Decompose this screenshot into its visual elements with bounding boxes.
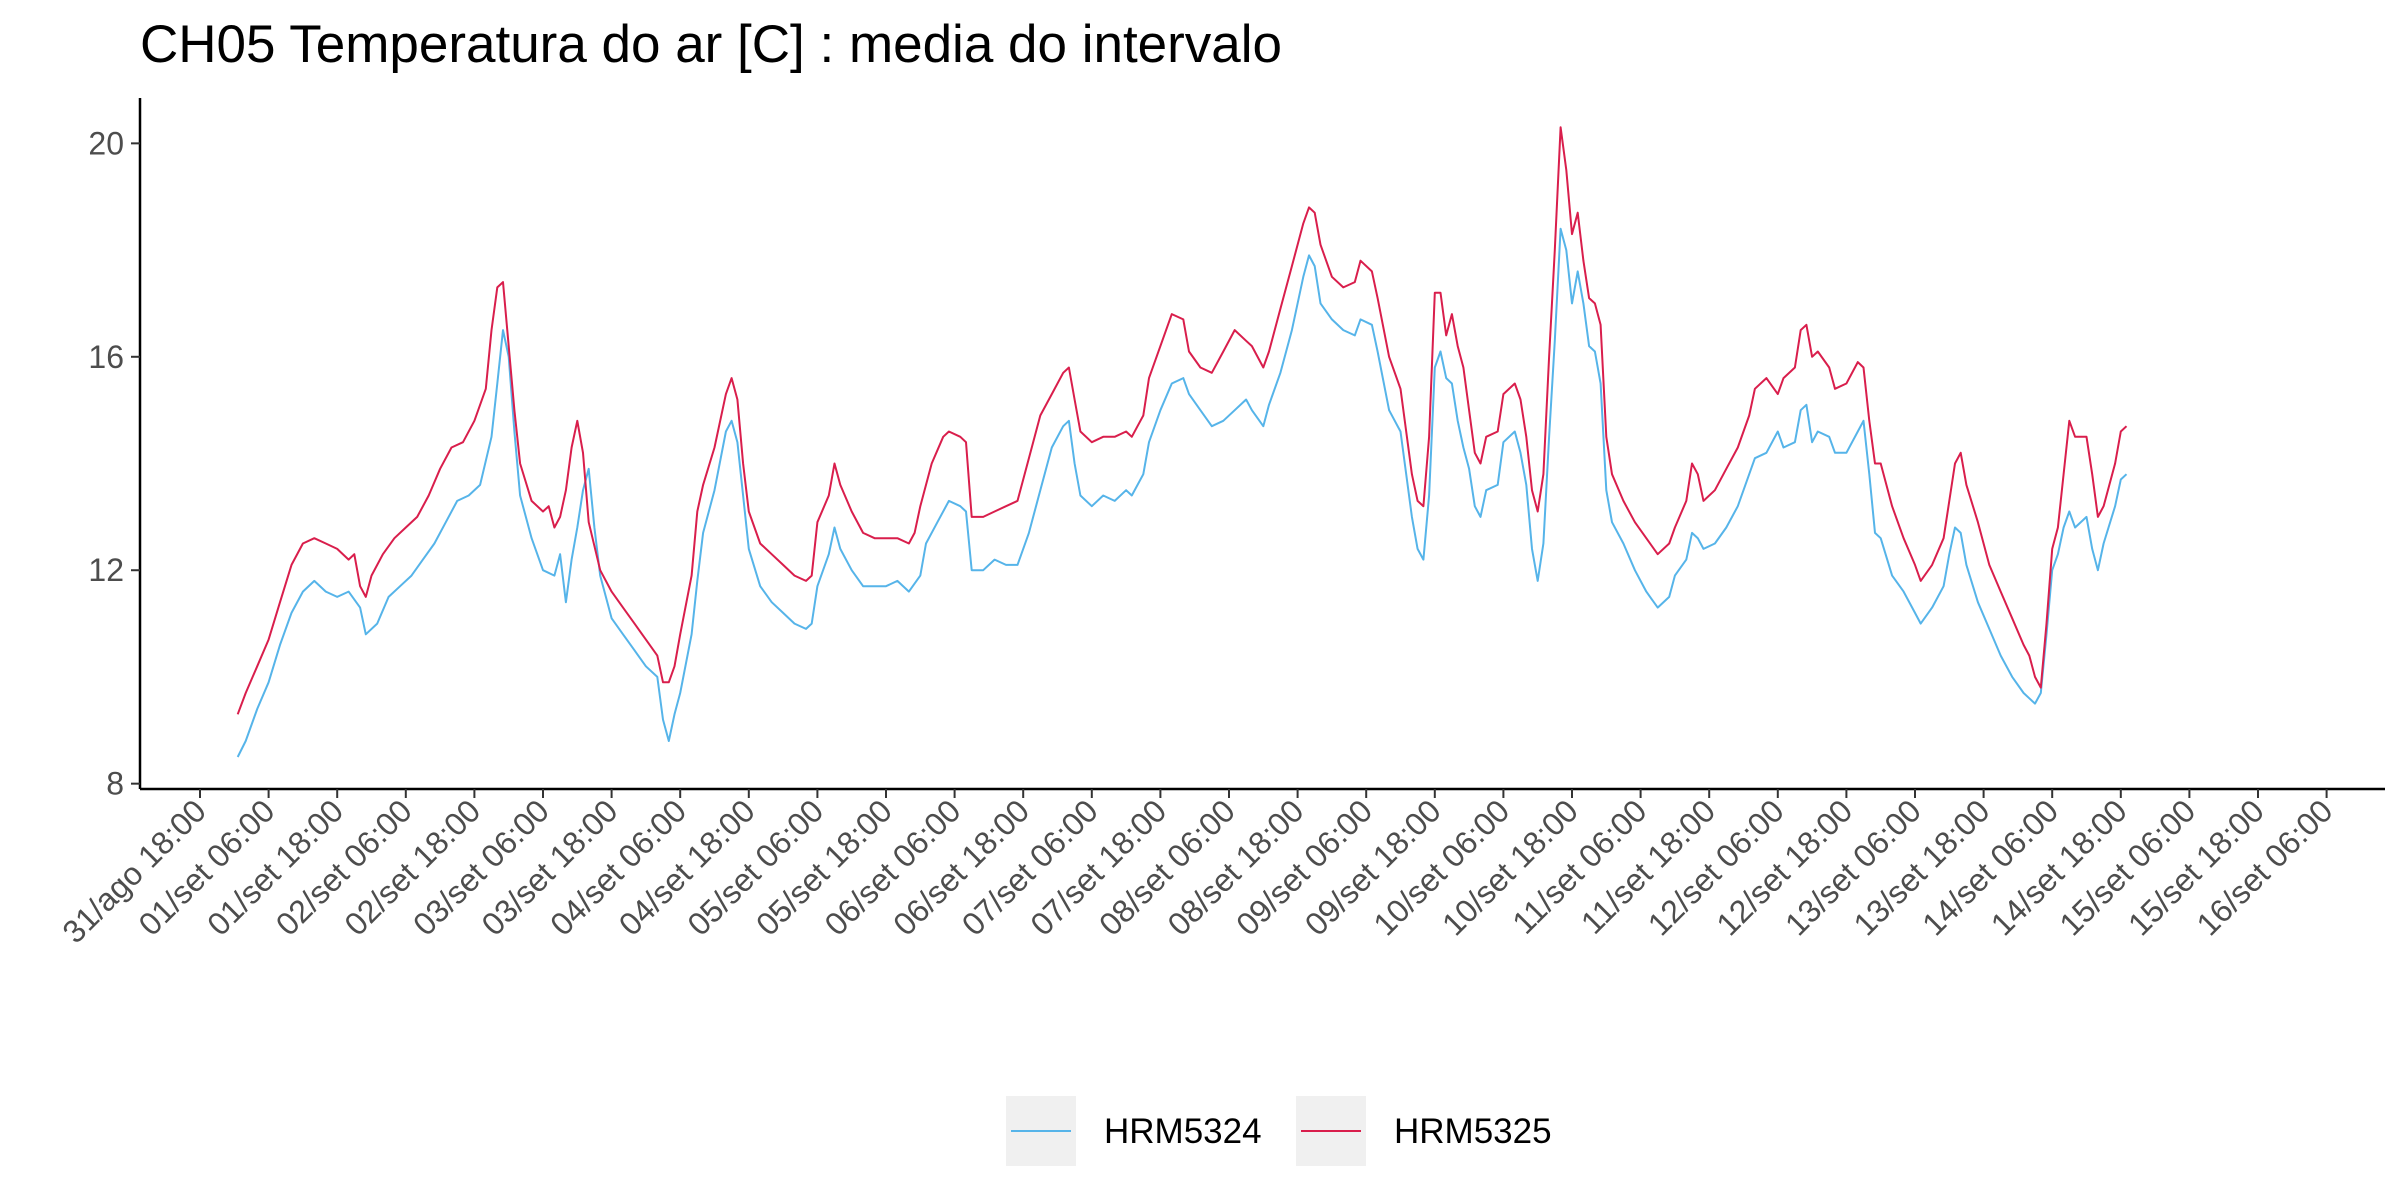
legend: HRM5324 HRM5325 <box>1006 1096 1552 1166</box>
chart-title: CH05 Temperatura do ar [C] : media do in… <box>140 15 1282 74</box>
series-layer <box>236 126 2128 758</box>
y-tick-label: 20 <box>88 125 124 161</box>
legend-label-hrm5325: HRM5325 <box>1394 1112 1552 1151</box>
y-tick-label: 12 <box>88 552 124 588</box>
y-tick-label: 8 <box>106 766 124 802</box>
series-line-hrm5325 <box>236 126 2128 715</box>
series-line-hrm5324 <box>236 227 2128 758</box>
legend-label-hrm5324: HRM5324 <box>1104 1112 1262 1151</box>
y-axis: 8 12 16 20 <box>88 98 142 802</box>
y-tick-label: 16 <box>88 339 124 375</box>
